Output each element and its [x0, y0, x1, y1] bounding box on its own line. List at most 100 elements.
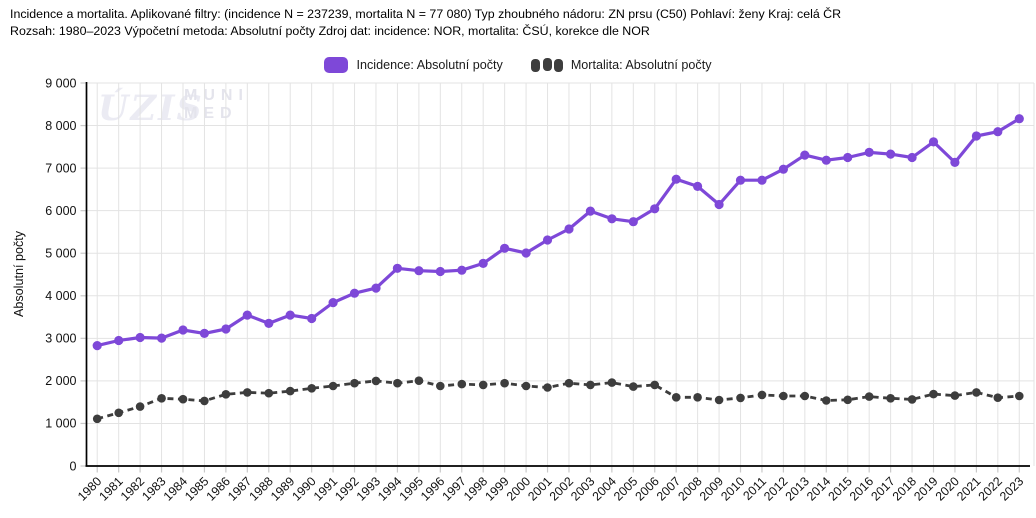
incidence-point-2020[interactable]: [950, 157, 960, 167]
incidence-point-1987[interactable]: [242, 310, 252, 320]
legend-item-incidence[interactable]: Incidence: Absolutní počty: [324, 57, 503, 73]
mortality-point-1999[interactable]: [500, 378, 509, 388]
incidence-point-2010[interactable]: [735, 175, 746, 185]
mortality-point-2002[interactable]: [564, 378, 574, 388]
incidence-point-1996[interactable]: [435, 266, 445, 277]
y-tick-label: 2 000: [45, 374, 76, 388]
incidence-point-2013[interactable]: [800, 150, 810, 160]
mortality-point-1982[interactable]: [135, 402, 145, 411]
incidence-point-2018[interactable]: [907, 152, 917, 163]
mortality-point-1992[interactable]: [350, 378, 359, 388]
mortality-point-2020[interactable]: [950, 391, 960, 400]
incidence-point-1989[interactable]: [285, 310, 295, 320]
incidence-point-2007[interactable]: [671, 174, 681, 184]
incidence-point-2022[interactable]: [993, 127, 1003, 137]
filters-line-1: Incidence a mortalita. Aplikované filtry…: [10, 7, 842, 21]
mortality-point-2001[interactable]: [543, 383, 552, 392]
mortality-point-2016[interactable]: [864, 392, 874, 401]
incidence-point-2023[interactable]: [1014, 114, 1024, 124]
mortality-point-2003[interactable]: [586, 380, 595, 390]
incidence-point-2011[interactable]: [757, 175, 767, 185]
mortality-point-1997[interactable]: [457, 379, 467, 389]
incidence-point-2002[interactable]: [564, 224, 574, 234]
incidence-point-2017[interactable]: [886, 149, 896, 159]
incidence-point-2006[interactable]: [650, 204, 660, 214]
incidence-point-1988[interactable]: [264, 318, 274, 328]
mortality-point-1983[interactable]: [157, 394, 166, 403]
mortality-point-1988[interactable]: [264, 388, 274, 398]
mortality-point-2007[interactable]: [671, 393, 681, 402]
mortality-point-1986[interactable]: [221, 390, 231, 399]
incidence-point-1991[interactable]: [328, 298, 338, 308]
legend-item-mortality[interactable]: Mortalita: Absolutní počty: [530, 57, 712, 73]
incidence-point-1995[interactable]: [414, 266, 424, 276]
incidence-point-2009[interactable]: [714, 199, 724, 210]
incidence-swatch: [324, 57, 349, 73]
y-tick-label: 9 000: [45, 76, 76, 90]
incidence-point-1994[interactable]: [392, 263, 402, 273]
incidence-point-1983[interactable]: [157, 333, 167, 343]
incidence-point-2005[interactable]: [628, 217, 638, 227]
mortality-point-1985[interactable]: [200, 396, 209, 406]
mortality-point-2014[interactable]: [822, 396, 831, 405]
incidence-point-1981[interactable]: [114, 335, 124, 346]
incidence-point-2000[interactable]: [521, 248, 531, 258]
mortality-point-1996[interactable]: [436, 381, 445, 391]
uzis-watermark-logo: ÚZIS: [98, 88, 204, 129]
mortality-point-2000[interactable]: [521, 381, 531, 391]
mortality-point-1981[interactable]: [114, 408, 123, 418]
incidence-point-1982[interactable]: [135, 332, 145, 343]
mortality-point-2015[interactable]: [843, 395, 852, 405]
mortality-point-2009[interactable]: [714, 395, 724, 405]
mortality-point-1994[interactable]: [393, 378, 402, 388]
mortality-point-2019[interactable]: [929, 389, 938, 399]
mortality-point-2008[interactable]: [693, 393, 702, 402]
incidence-point-2021[interactable]: [971, 131, 982, 141]
mortality-point-1980[interactable]: [92, 414, 102, 424]
mortality-point-1998[interactable]: [478, 380, 488, 390]
mortality-point-1991[interactable]: [328, 381, 338, 391]
mortality-point-1989[interactable]: [285, 386, 295, 396]
mortality-point-2018[interactable]: [907, 395, 917, 404]
mortality-point-2022[interactable]: [993, 393, 1003, 403]
muni-watermark-line: MUNI: [184, 87, 249, 104]
incidence-point-1984[interactable]: [178, 325, 188, 335]
incidence-point-1997[interactable]: [457, 265, 467, 275]
mortality-point-2005[interactable]: [629, 382, 638, 391]
y-tick-label: 3 000: [45, 332, 76, 346]
incidence-point-1990[interactable]: [307, 313, 317, 324]
incidence-point-1985[interactable]: [199, 328, 209, 338]
incidence-point-2015[interactable]: [843, 152, 853, 163]
incidence-point-2012[interactable]: [778, 164, 789, 174]
incidence-point-2014[interactable]: [821, 155, 831, 165]
legend-label-incidence: Incidence: Absolutní počty: [356, 58, 503, 72]
med-watermark-line: MED: [184, 105, 238, 122]
mortality-point-1987[interactable]: [243, 388, 252, 397]
mortality-point-2023[interactable]: [1015, 391, 1024, 401]
mortality-point-1993[interactable]: [371, 376, 381, 386]
incidence-point-2008[interactable]: [693, 181, 703, 191]
mortality-point-2021[interactable]: [972, 388, 981, 397]
mortality-point-2012[interactable]: [779, 391, 788, 401]
dashed-line-icon: [530, 58, 563, 72]
mortality-point-1984[interactable]: [178, 394, 188, 404]
incidence-point-1986[interactable]: [221, 324, 231, 334]
incidence-point-1980[interactable]: [92, 341, 102, 351]
incidence-point-2001[interactable]: [542, 235, 553, 245]
incidence-point-1993[interactable]: [371, 283, 381, 293]
incidence-point-1999[interactable]: [500, 243, 510, 253]
incidence-point-2016[interactable]: [864, 147, 874, 157]
mortality-point-2013[interactable]: [800, 391, 810, 401]
mortality-point-2011[interactable]: [757, 390, 767, 400]
mortality-point-2004[interactable]: [607, 378, 617, 387]
mortality-point-1990[interactable]: [307, 384, 317, 393]
mortality-point-2006[interactable]: [650, 380, 659, 390]
incidence-point-2019[interactable]: [928, 137, 939, 147]
mortality-point-2010[interactable]: [736, 393, 745, 403]
incidence-point-1998[interactable]: [478, 258, 488, 268]
incidence-point-2004[interactable]: [607, 214, 617, 224]
incidence-point-2003[interactable]: [585, 206, 596, 216]
mortality-point-1995[interactable]: [414, 376, 424, 386]
mortality-point-2017[interactable]: [886, 394, 895, 403]
incidence-point-1992[interactable]: [349, 288, 360, 298]
